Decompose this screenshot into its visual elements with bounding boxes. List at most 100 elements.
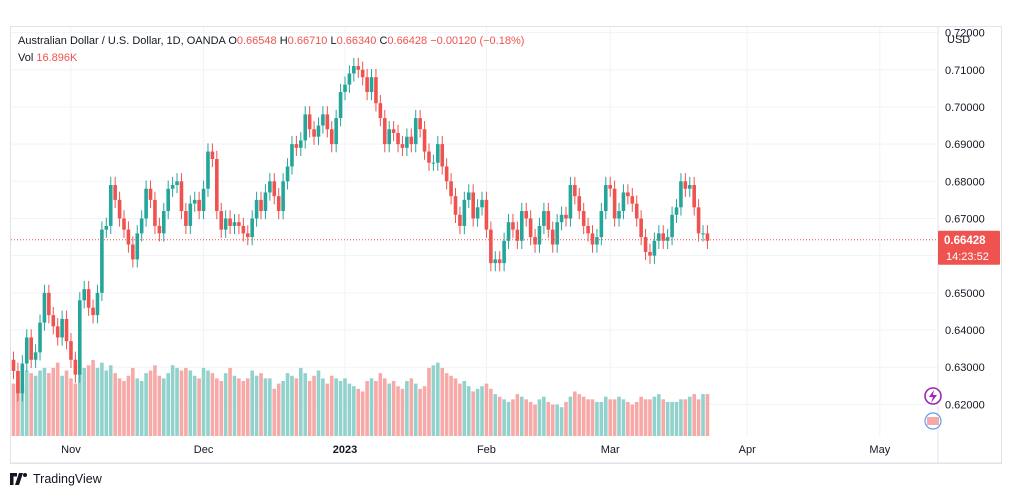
candle-body[interactable] (47, 292, 51, 316)
candle-body[interactable] (347, 73, 352, 85)
candle-body[interactable] (413, 118, 418, 145)
candle-body[interactable] (259, 199, 263, 212)
candle-body[interactable] (639, 218, 643, 238)
candle-body[interactable] (16, 370, 20, 394)
candle-body[interactable] (626, 192, 630, 197)
candle-body[interactable] (436, 144, 440, 163)
candle-body[interactable] (466, 192, 471, 200)
candle-body[interactable] (511, 222, 515, 230)
candle-body[interactable] (290, 144, 294, 167)
candle-body[interactable] (276, 196, 281, 212)
candle-body[interactable] (329, 129, 334, 145)
candle-body[interactable] (480, 199, 484, 208)
candle-body[interactable] (453, 196, 458, 215)
candle-body[interactable] (515, 229, 520, 241)
candle-body[interactable] (365, 77, 369, 93)
candle-body[interactable] (153, 199, 157, 226)
candle-body[interactable] (679, 181, 683, 208)
candle-body[interactable] (38, 322, 42, 353)
candle-body[interactable] (360, 69, 365, 78)
candle-body[interactable] (250, 218, 254, 238)
candle-body[interactable] (175, 181, 179, 186)
candle-body[interactable] (117, 199, 122, 219)
candle-body[interactable] (29, 337, 33, 360)
candle-body[interactable] (215, 158, 219, 212)
candle-body[interactable] (378, 103, 383, 119)
candle-body[interactable] (303, 114, 308, 141)
candle-body[interactable] (55, 326, 60, 338)
candle-body[interactable] (528, 218, 533, 238)
candle-body[interactable] (64, 318, 69, 342)
candle-body[interactable] (559, 214, 564, 223)
candle-body[interactable] (91, 307, 95, 316)
candle-body[interactable] (599, 211, 604, 238)
candle-body[interactable] (595, 237, 599, 245)
candle-body[interactable] (608, 185, 612, 189)
candle-body[interactable] (701, 233, 705, 235)
candle-body[interactable] (69, 341, 73, 360)
candle-body[interactable] (73, 359, 78, 375)
candle-body[interactable] (449, 181, 453, 197)
candle-body[interactable] (382, 118, 387, 145)
candle-body[interactable] (674, 207, 679, 215)
candle-body[interactable] (396, 132, 400, 145)
candle-body[interactable] (643, 237, 648, 252)
candle-body[interactable] (356, 66, 361, 70)
candle-body[interactable] (581, 211, 586, 226)
candle-body[interactable] (24, 337, 29, 364)
candle-body[interactable] (352, 66, 356, 74)
candle-body[interactable] (502, 240, 506, 264)
candle-body[interactable] (542, 211, 546, 226)
candle-body[interactable] (409, 136, 414, 145)
candle-body[interactable] (294, 144, 299, 148)
candle-body[interactable] (131, 244, 135, 260)
candle-body[interactable] (223, 218, 228, 230)
candle-body[interactable] (705, 233, 710, 241)
candle-body[interactable] (520, 211, 524, 241)
candle-body[interactable] (166, 188, 170, 212)
candle-body[interactable] (405, 136, 409, 148)
candle-body[interactable] (126, 229, 131, 245)
candle-body[interactable] (139, 218, 144, 234)
candle-body[interactable] (462, 199, 467, 226)
candle-body[interactable] (475, 207, 480, 219)
candle-body[interactable] (648, 251, 652, 256)
candle-body[interactable] (285, 166, 290, 182)
candle-body[interactable] (78, 300, 82, 375)
candle-body[interactable] (621, 192, 626, 212)
currency-label[interactable]: USD (947, 34, 971, 46)
candle-body[interactable] (391, 129, 396, 133)
candle-body[interactable] (60, 318, 64, 338)
candle-body[interactable] (241, 225, 246, 234)
candle-body[interactable] (312, 129, 316, 137)
candle-body[interactable] (657, 233, 661, 241)
candle-body[interactable] (590, 233, 595, 245)
candle-body[interactable] (400, 144, 405, 148)
candle-body[interactable] (338, 92, 343, 119)
candle-body[interactable] (135, 233, 140, 260)
candle-body[interactable] (254, 199, 259, 219)
candle-body[interactable] (228, 218, 232, 226)
candle-body[interactable] (316, 125, 321, 137)
candle-body[interactable] (245, 233, 250, 238)
candle-body[interactable] (263, 192, 268, 212)
candle-body[interactable] (170, 185, 175, 189)
candle-body[interactable] (687, 185, 692, 189)
candle-body[interactable] (661, 233, 666, 241)
candle-body[interactable] (148, 188, 153, 200)
candle-body[interactable] (95, 292, 100, 316)
candle-body[interactable] (108, 185, 113, 226)
candle-body[interactable] (144, 188, 148, 219)
candle-body[interactable] (683, 181, 688, 189)
candle-body[interactable] (458, 214, 462, 226)
candle-body[interactable] (471, 192, 475, 219)
candle-body[interactable] (113, 185, 117, 200)
symbol-title[interactable]: Australian Dollar / U.S. Dollar, 1D, OAN… (18, 35, 226, 47)
candle-body[interactable] (506, 222, 511, 241)
candle-body[interactable] (422, 129, 427, 152)
candle-body[interactable] (387, 129, 391, 145)
candle-body[interactable] (696, 207, 701, 234)
candle-body[interactable] (665, 237, 670, 241)
candle-body[interactable] (418, 118, 422, 130)
